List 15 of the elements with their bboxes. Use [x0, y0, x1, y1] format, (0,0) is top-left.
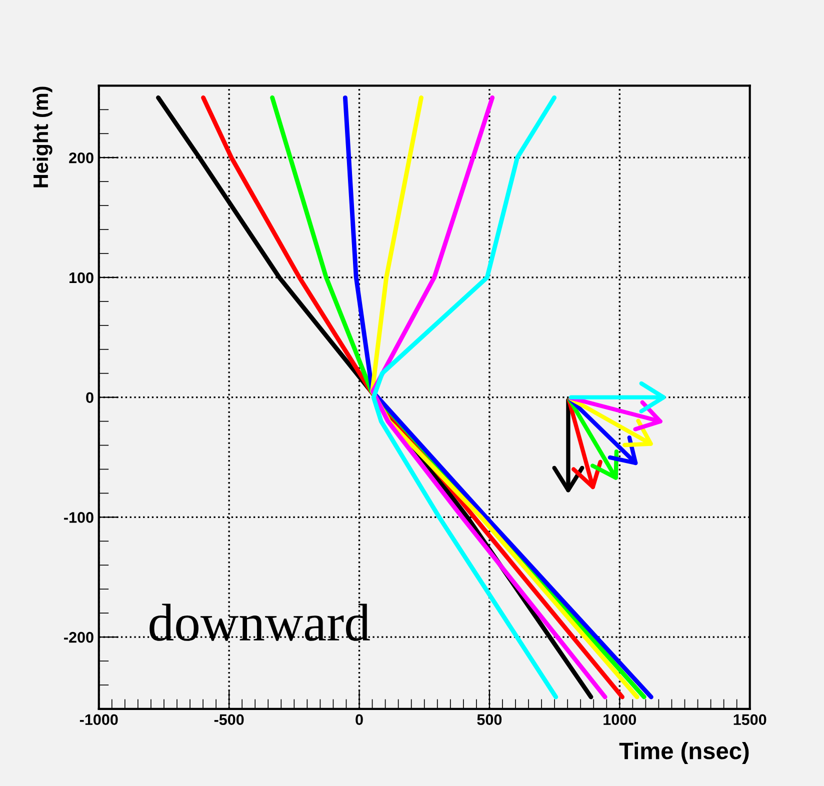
y-tick-label: 200	[69, 152, 94, 164]
y-axis-title: Height (m)	[32, 86, 52, 188]
x-tick-label: 1500	[734, 714, 766, 726]
y-tick-label: 100	[69, 272, 94, 284]
x-tick-label: 1000	[604, 714, 636, 726]
y-tick-label: 0	[86, 392, 94, 404]
x-tick-label: 500	[477, 714, 502, 726]
x-tick-label: -500	[214, 714, 244, 726]
x-tick-label: -1000	[80, 714, 118, 726]
y-tick-label: -100	[64, 512, 94, 523]
line-series	[371, 95, 558, 700]
x-tick-label: 0	[356, 714, 363, 726]
annotation: downward	[150, 604, 370, 641]
x-axis-title: Time (nsec)	[619, 742, 749, 764]
y-tick-label: -200	[64, 632, 94, 643]
